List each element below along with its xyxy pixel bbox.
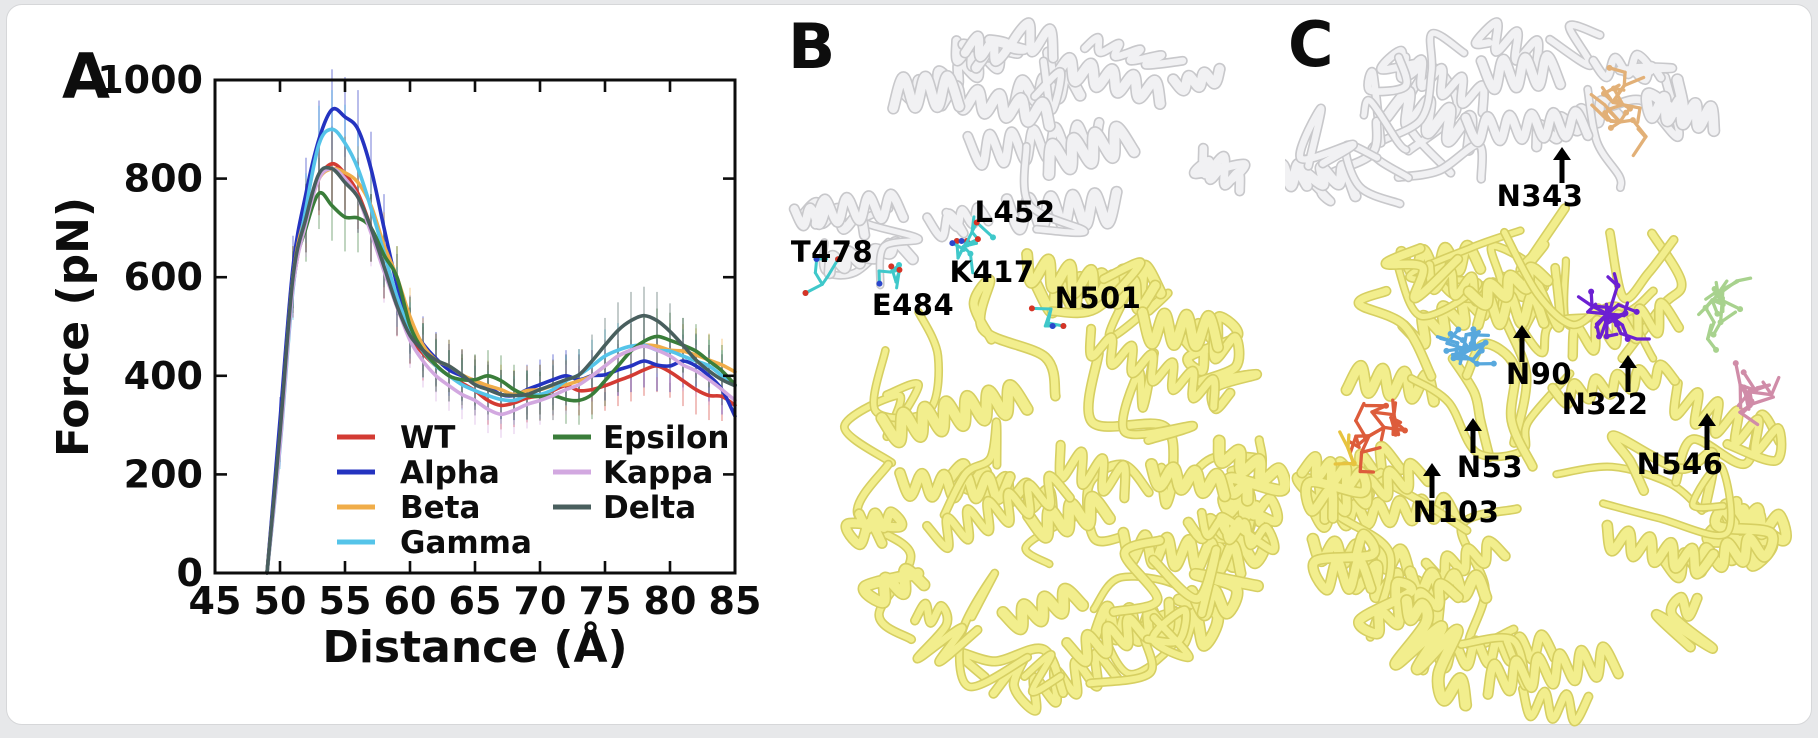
legend-label-Kappa: Kappa xyxy=(603,455,713,491)
svg-text:55: 55 xyxy=(319,579,372,623)
legend-label-Beta: Beta xyxy=(400,490,480,526)
x-axis: 45 50 55 60 65 70 75 80 85 xyxy=(189,80,762,623)
up-arrow-n546 xyxy=(1698,413,1716,450)
svg-text:400: 400 xyxy=(124,354,203,398)
svg-text:200: 200 xyxy=(124,452,203,496)
series-line-Epsilon xyxy=(265,190,737,575)
panel-letter-a: A xyxy=(62,40,110,113)
up-arrow-n103 xyxy=(1423,463,1441,498)
residue-label-n501: N501 xyxy=(1054,281,1142,315)
residue-label-t478: T478 xyxy=(790,235,874,269)
residue-label-k417: K417 xyxy=(949,255,1035,289)
up-arrow-n90 xyxy=(1513,325,1531,362)
glycan-label-n546: N546 xyxy=(1636,447,1724,481)
rbd-ribbon xyxy=(887,17,1251,238)
up-arrow-n53 xyxy=(1464,418,1482,453)
panel-letter-b: B xyxy=(788,10,836,83)
residue-sticks-3 xyxy=(949,215,996,252)
svg-text:85: 85 xyxy=(709,579,762,623)
glycan-label-n90: N90 xyxy=(1505,357,1573,391)
up-arrow-n343 xyxy=(1553,147,1571,183)
glycan-n103 xyxy=(1347,398,1408,474)
residue-sticks-1 xyxy=(876,262,903,290)
glycan-label-n343: N343 xyxy=(1496,179,1584,213)
glycan-n546 xyxy=(1732,360,1781,427)
legend-label-Epsilon: Epsilon xyxy=(603,420,729,456)
ace2-ribbon xyxy=(839,248,1290,716)
svg-text:75: 75 xyxy=(579,579,632,623)
up-arrow-n322 xyxy=(1619,355,1637,392)
svg-text:70: 70 xyxy=(514,579,567,623)
svg-text:1000: 1000 xyxy=(97,58,203,102)
svg-text:0: 0 xyxy=(177,551,203,595)
glycan-label-n103: N103 xyxy=(1412,495,1500,529)
glycan-n343 xyxy=(1589,64,1648,158)
residue-label-e484: E484 xyxy=(871,288,955,322)
legend-label-Alpha: Alpha xyxy=(400,455,500,491)
legend-label-Delta: Delta xyxy=(603,490,696,526)
protein-complex-glycans-render xyxy=(1285,17,1792,727)
glycan-n322 xyxy=(1697,276,1753,353)
glycan-n103-core xyxy=(1333,430,1357,467)
svg-text:45: 45 xyxy=(189,579,242,623)
glycan-n53 xyxy=(1435,326,1497,367)
panel-letter-c: C xyxy=(1288,8,1334,81)
protein-complex-residues-render xyxy=(788,17,1290,716)
svg-text:800: 800 xyxy=(124,157,203,201)
y-axis-title: Force (pN) xyxy=(48,197,99,457)
rbd-ribbon-arm xyxy=(788,188,994,290)
y-axis: 0 200 400 600 800 1000 xyxy=(97,58,735,595)
svg-text:600: 600 xyxy=(124,255,203,299)
svg-text:80: 80 xyxy=(644,579,697,623)
error-bars xyxy=(279,69,736,469)
glycan-label-n53: N53 xyxy=(1456,450,1524,484)
force-distance-chart: 45 50 55 60 65 70 75 80 85 0 200 400 600 800 1000 Dista… xyxy=(48,58,762,673)
legend-label-Gamma: Gamma xyxy=(400,525,532,561)
residue-sticks-4 xyxy=(1028,305,1067,329)
residue-label-l452: L452 xyxy=(974,195,1056,229)
svg-text:65: 65 xyxy=(449,579,502,623)
residue-sticks-0 xyxy=(802,256,842,296)
x-axis-title: Distance (Å) xyxy=(322,620,627,673)
glycan-n90 xyxy=(1576,272,1651,342)
rbd-ribbon-arm xyxy=(1285,95,1411,209)
series-line-Delta xyxy=(265,165,737,575)
rbd-ribbon xyxy=(1363,17,1721,193)
svg-text:60: 60 xyxy=(384,579,437,623)
legend-label-WT: WT xyxy=(400,420,455,456)
glycan-label-n322: N322 xyxy=(1561,387,1649,421)
ace2-ribbon xyxy=(1291,203,1792,727)
svg-text:50: 50 xyxy=(254,579,307,623)
